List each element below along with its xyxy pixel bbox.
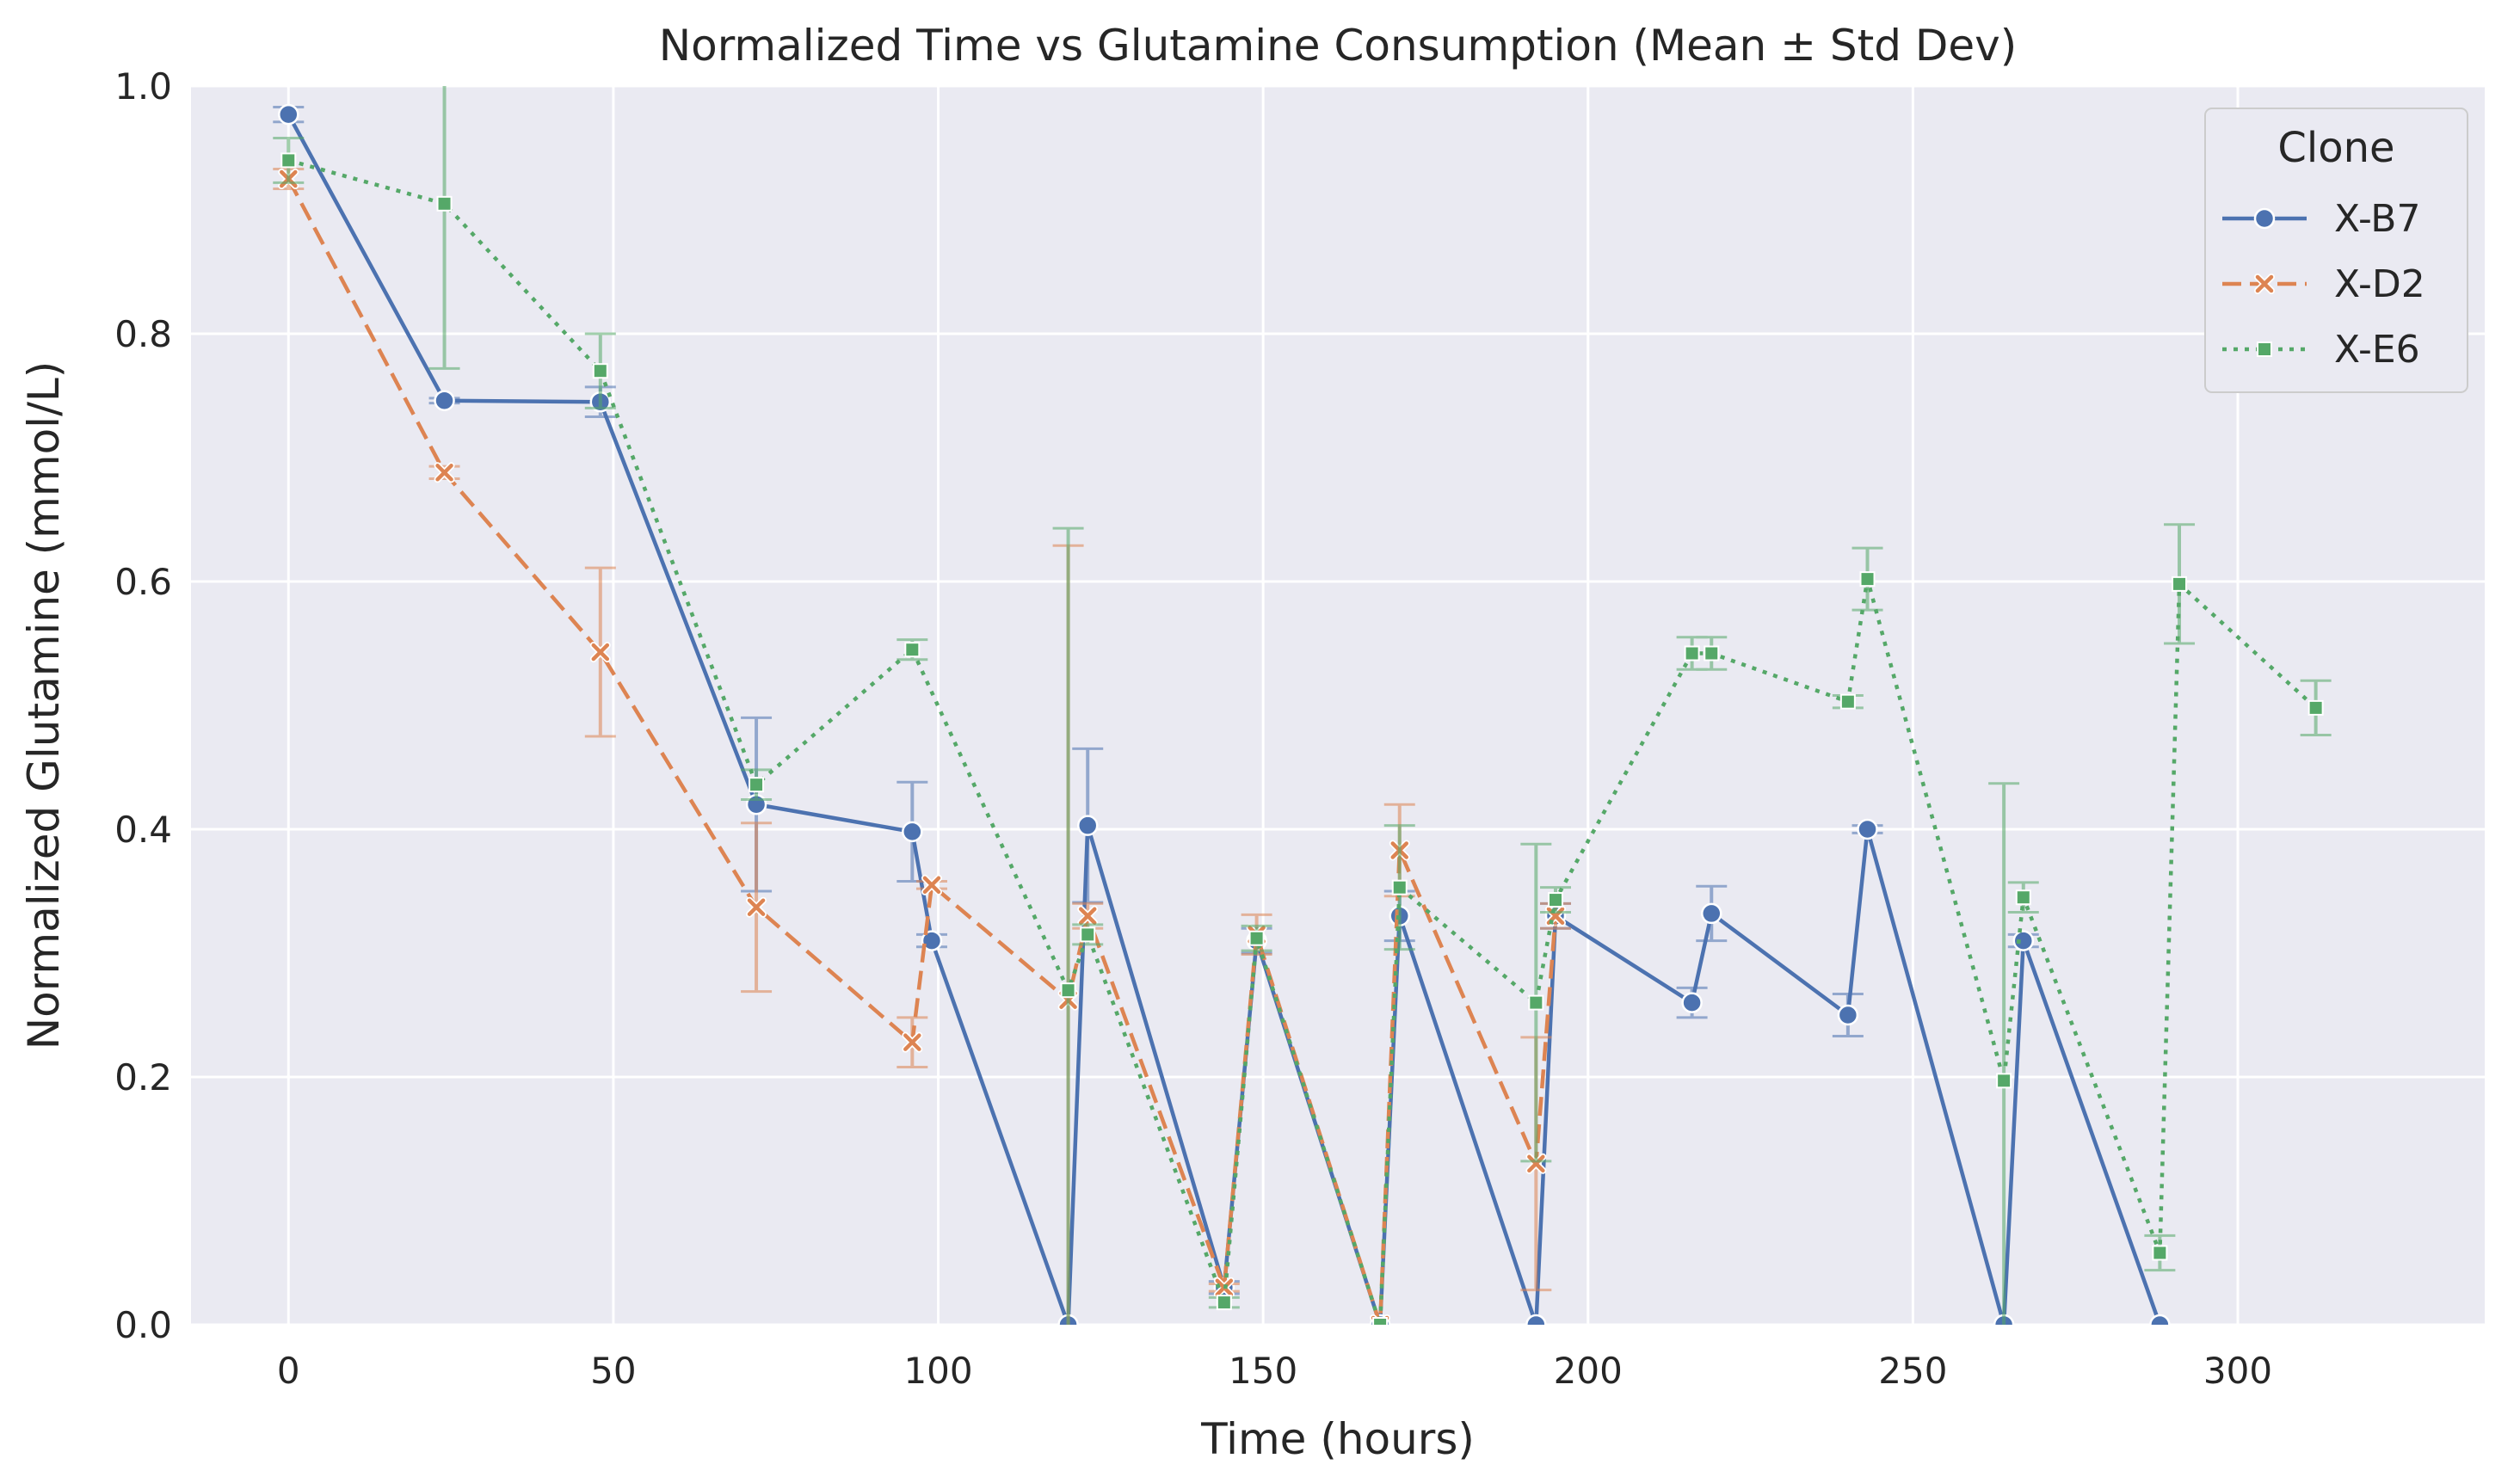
legend-marker [2257, 342, 2272, 357]
data-point [1701, 902, 1722, 925]
data-point [749, 777, 765, 793]
data-point [1704, 645, 1720, 662]
y-tick-label: 1.0 [114, 65, 172, 108]
x-tick-label: 250 [1878, 1350, 1947, 1392]
data-point [2012, 930, 2035, 951]
chart-title: Normalized Time vs Glutamine Consumption… [659, 21, 2018, 71]
series-x-e6 [273, 86, 2332, 1325]
data-point [589, 642, 611, 663]
x-tick-label: 100 [903, 1350, 972, 1392]
legend-label: X-E6 [2334, 328, 2420, 372]
data-point [280, 152, 297, 169]
x-axis-label: Time (hours) [1200, 1414, 1475, 1464]
markers [278, 103, 2171, 1325]
data-point [1684, 645, 1700, 662]
legend-marker [2254, 274, 2275, 294]
data-point [1681, 992, 1703, 1013]
legend-marker [2253, 207, 2276, 230]
y-tick-label: 0.8 [114, 313, 172, 355]
x-axis: 0 50 100 150 200 250 300 [277, 1350, 2272, 1392]
series-layer [273, 86, 2332, 1325]
data-point [1525, 1153, 1547, 1174]
data-point [2015, 889, 2031, 906]
data-point [434, 390, 455, 412]
data-point [902, 1031, 923, 1053]
data-point [1525, 1314, 1547, 1325]
legend: Clone X-B7 X-D2 X-E6 [2204, 108, 2468, 393]
y-axis: 0.0 0.2 0.4 0.6 0.8 1.0 [114, 65, 172, 1346]
legend-title: Clone [2277, 124, 2394, 172]
y-tick-label: 0.2 [114, 1056, 172, 1098]
data-point [921, 874, 942, 895]
series-line [287, 177, 1558, 1325]
plot-area [191, 86, 2485, 1325]
series-line [287, 114, 2162, 1325]
data-point [1528, 994, 1544, 1011]
data-point [592, 363, 608, 379]
data-point [1839, 693, 1856, 710]
data-point [904, 642, 921, 658]
data-point [278, 103, 299, 126]
data-point [2172, 575, 2188, 592]
data-point [1391, 879, 1408, 895]
y-tick-label: 0.4 [114, 809, 172, 851]
data-point [1548, 892, 1564, 908]
data-point [1076, 815, 1099, 836]
x-tick-label: 150 [1229, 1350, 1297, 1392]
data-point [1857, 818, 1878, 840]
data-point [1080, 926, 1096, 943]
data-point [1077, 905, 1099, 926]
x-tick-label: 200 [1554, 1350, 1623, 1392]
y-tick-label: 0.6 [114, 561, 172, 603]
data-point [2307, 699, 2324, 716]
data-point [2152, 1245, 2168, 1261]
y-tick-label: 0.0 [114, 1304, 172, 1346]
x-tick-label: 0 [277, 1350, 300, 1392]
data-point [746, 896, 767, 918]
legend-entry-x-d2: X-D2 [2222, 262, 2425, 306]
data-point [1248, 930, 1265, 946]
x-tick-label: 50 [590, 1350, 636, 1392]
y-axis-label: Normalized Glutamine (mmol/L) [19, 361, 69, 1050]
data-point [436, 195, 453, 212]
data-point [1060, 982, 1076, 999]
legend-entry-x-b7: X-B7 [2222, 197, 2420, 241]
data-point [1216, 1295, 1232, 1311]
legend-label: X-D2 [2334, 262, 2425, 306]
legend-label: X-B7 [2334, 197, 2420, 241]
data-point [1859, 571, 1876, 588]
data-point [1837, 1004, 1859, 1026]
data-point [921, 930, 943, 951]
grid [191, 84, 2485, 1326]
markers [280, 152, 2324, 1325]
data-point [902, 821, 923, 843]
legend-box [2204, 108, 2468, 393]
data-point [1372, 1317, 1389, 1325]
data-point [2149, 1314, 2171, 1325]
data-point [1996, 1073, 2012, 1089]
data-point [434, 462, 455, 483]
legend-entry-x-e6: X-E6 [2222, 328, 2420, 372]
x-tick-label: 300 [2203, 1350, 2272, 1392]
